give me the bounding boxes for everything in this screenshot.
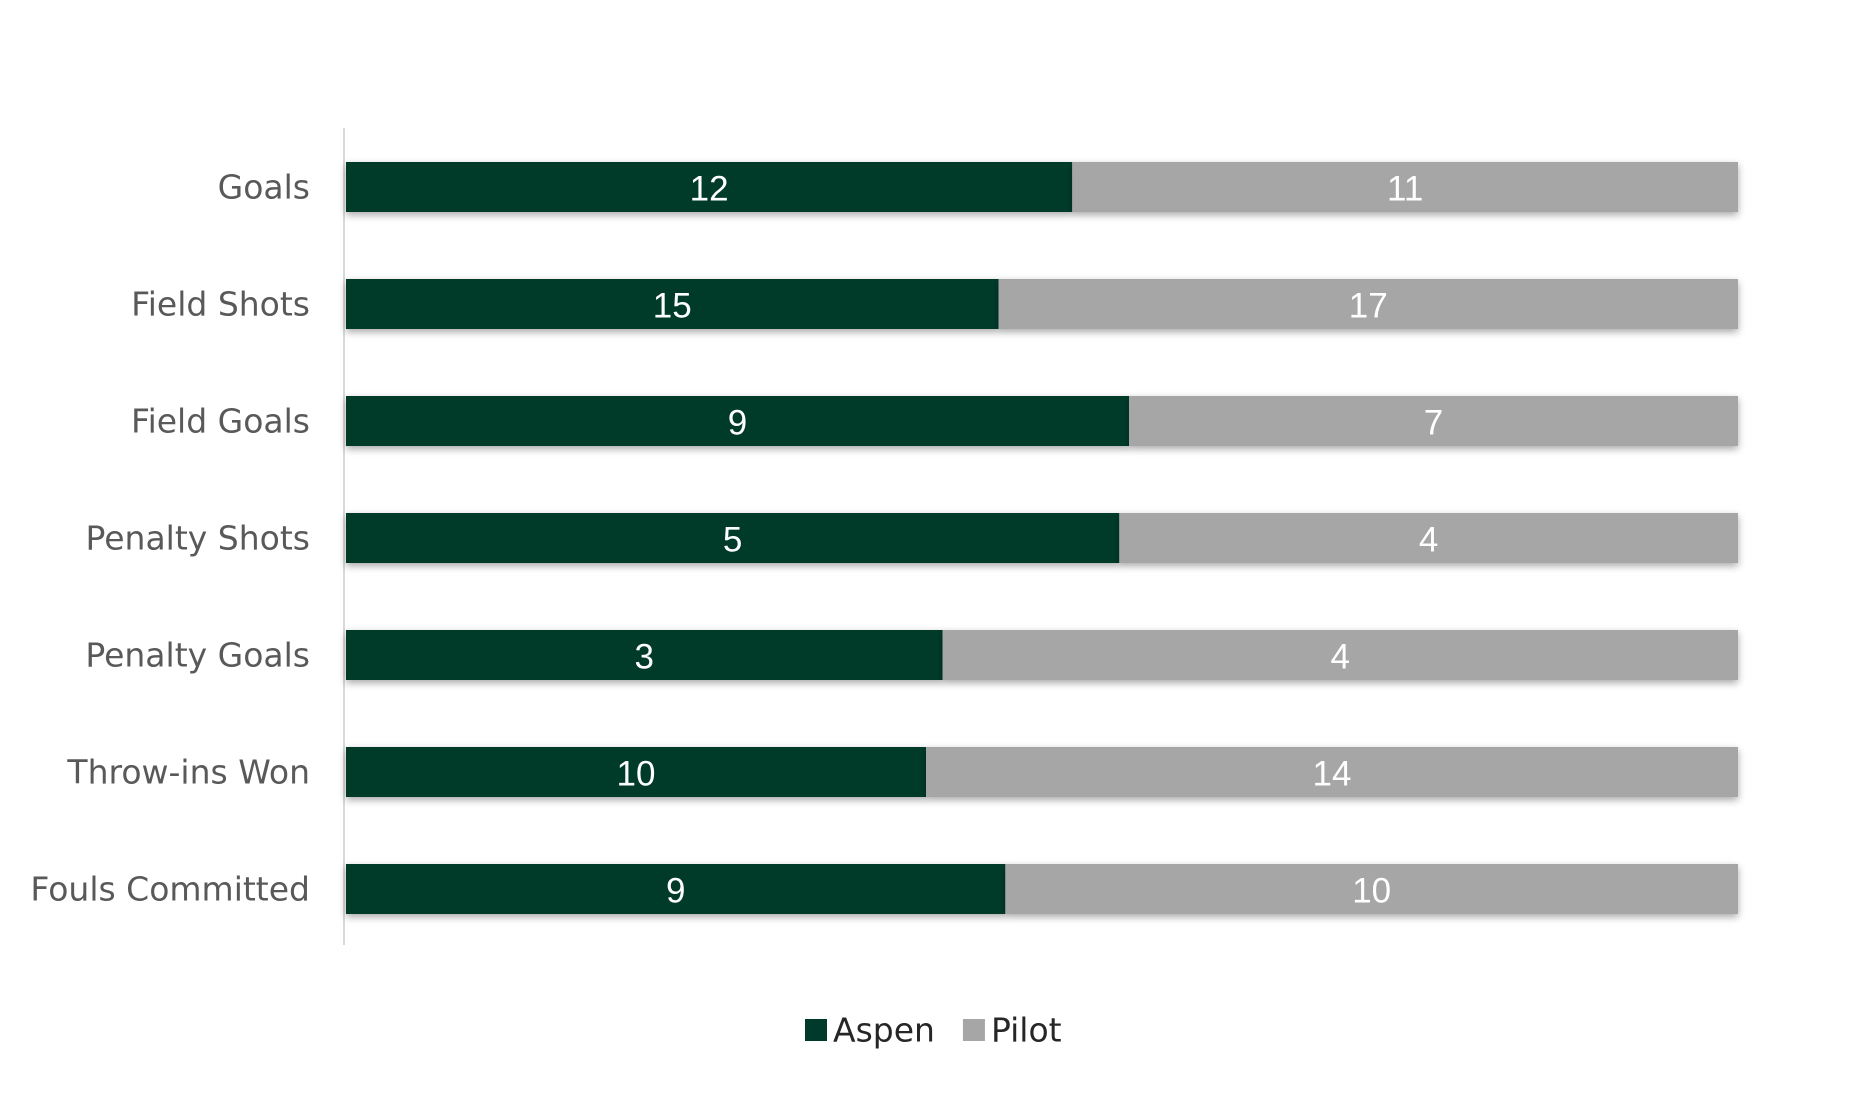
category-axis: Goals Field Shots Field Goals Penalty Shots… [30,168,310,909]
bar-pilot-throw-ins-won [926,747,1738,797]
category-label-field-shots: Field Shots [131,285,310,324]
bar-aspen-throw-ins-won [346,747,926,797]
bar-aspen-penalty-shots [346,513,1120,563]
legend-swatch-pilot [962,1019,985,1041]
data-label-pilot-throw-ins-won: 14 [1313,755,1352,794]
data-label-pilot-goals: 11 [1387,170,1423,209]
bar-aspen-field-goals [346,396,1129,446]
category-label-penalty-goals: Penalty Goals [85,636,310,675]
category-label-fouls-committed: Fouls Committed [30,870,310,909]
bar-aspen-fouls-committed [346,864,1006,914]
data-label-aspen-field-shots: 15 [653,287,692,326]
category-label-goals: Goals [218,168,310,207]
data-label-aspen-throw-ins-won: 10 [617,755,656,794]
bar-pilot-field-goals [1129,396,1738,446]
bar-pilot-penalty-goals [942,630,1738,680]
bar-aspen-goals [346,162,1073,212]
data-label-aspen-penalty-shots: 5 [723,521,742,560]
data-label-pilot-field-goals: 7 [1424,404,1443,443]
legend-swatch-aspen [805,1019,827,1041]
bar-aspen-penalty-goals [346,630,943,680]
bar-pilot-field-shots [998,279,1738,329]
data-label-pilot-fouls-committed: 10 [1352,872,1391,911]
bar-pilot-penalty-shots [1119,513,1738,563]
data-label-pilot-penalty-goals: 4 [1331,638,1350,677]
category-label-field-goals: Field Goals [131,402,310,441]
category-label-throw-ins-won: Throw-ins Won [66,753,310,792]
data-label-aspen-goals: 12 [690,170,729,209]
data-label-pilot-field-shots: 17 [1349,287,1388,326]
legend: Aspen Pilot [805,1011,1062,1050]
bar-aspen-field-shots [346,279,999,329]
data-label-pilot-penalty-shots: 4 [1419,521,1438,560]
legend-label-aspen: Aspen [833,1011,935,1050]
plot-area: 12 11 15 17 9 7 5 4 3 4 10 14 9 10 [346,162,1738,914]
data-label-aspen-field-goals: 9 [728,404,747,443]
data-label-aspen-penalty-goals: 3 [635,638,654,677]
data-label-aspen-fouls-committed: 9 [666,872,685,911]
bar-pilot-goals [1072,162,1738,212]
category-label-penalty-shots: Penalty Shots [86,519,310,558]
legend-label-pilot: Pilot [991,1011,1062,1050]
bar-pilot-fouls-committed [1005,864,1738,914]
